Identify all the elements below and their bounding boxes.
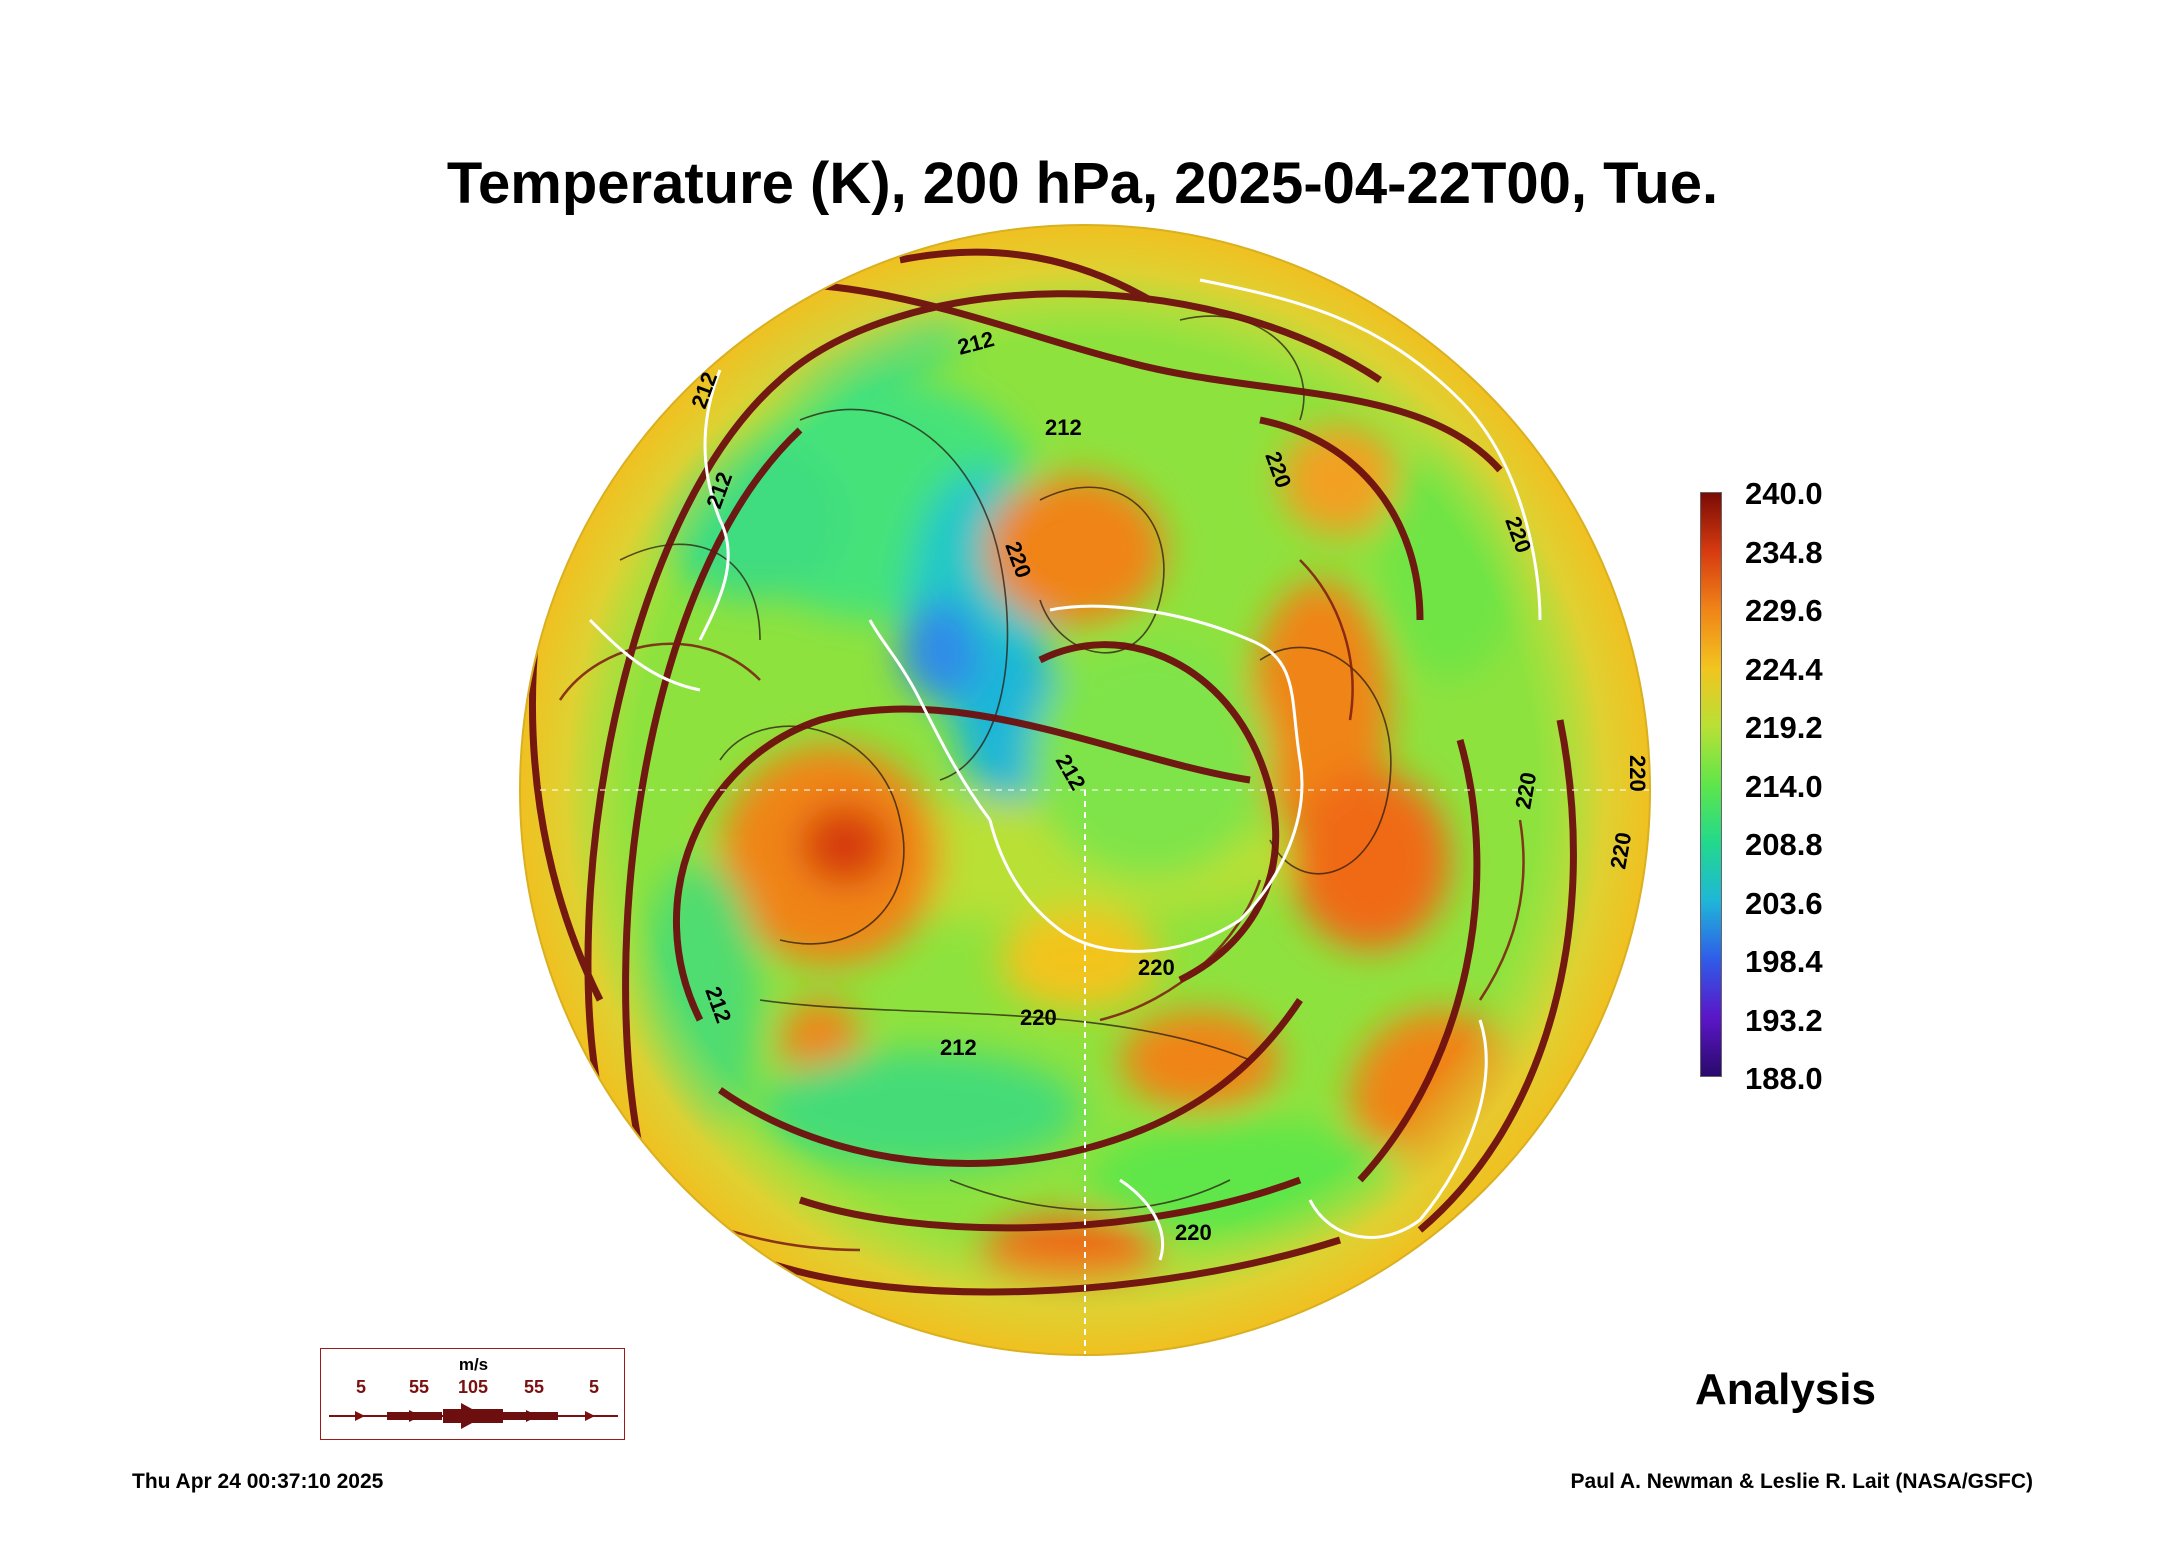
contour-label: 220 xyxy=(1625,755,1650,792)
coastlines xyxy=(588,278,1542,1261)
map-title: Temperature (K), 200 hPa, 2025-04-22T00,… xyxy=(446,151,1719,216)
footer-timestamp: Thu Apr 24 00:37:10 2025 xyxy=(132,1470,384,1493)
wind-key-value: 5 xyxy=(355,1377,366,1397)
colorbar-label: 219.2 xyxy=(1745,710,1823,745)
contour-label: 220 xyxy=(1138,955,1175,980)
colorbar-label: 188.0 xyxy=(1745,1061,1823,1096)
colorbar xyxy=(1700,492,1722,1077)
wind-key-value: 105 xyxy=(457,1377,489,1397)
wind-key-value: 55 xyxy=(408,1377,430,1397)
colorbar-label: 198.4 xyxy=(1745,944,1823,979)
colorbar-label: 229.6 xyxy=(1745,593,1823,628)
contour-label: 212 xyxy=(940,1035,977,1060)
temperature-contours xyxy=(619,315,1392,1211)
wind-key-arrows xyxy=(329,1403,618,1429)
analysis-label: Analysis xyxy=(1695,1365,1876,1414)
wind-key-value: 55 xyxy=(523,1377,545,1397)
wind-key-unit: m/s xyxy=(458,1355,489,1374)
colorbar-label: 214.0 xyxy=(1745,768,1823,804)
colorbar-label: 193.2 xyxy=(1745,1002,1823,1038)
wind-streamlines xyxy=(529,248,1577,1296)
contour-label: 212 xyxy=(1045,415,1082,440)
wind-speed-key: m/s 5 55 105 55 5 xyxy=(320,1348,625,1440)
contour-label: 220 xyxy=(1175,1220,1212,1245)
colorbar-label: 224.4 xyxy=(1745,651,1823,687)
colorbar-label: 208.8 xyxy=(1745,827,1823,862)
colorbar-label: 240.0 xyxy=(1745,476,1823,511)
footer-credit: Paul A. Newman & Leslie R. Lait (NASA/GS… xyxy=(1570,1470,2033,1493)
contour-label: 220 xyxy=(1020,1005,1057,1030)
colorbar-label: 234.8 xyxy=(1745,534,1823,570)
colorbar-label: 203.6 xyxy=(1745,885,1823,921)
wind-key-value: 5 xyxy=(588,1377,599,1397)
